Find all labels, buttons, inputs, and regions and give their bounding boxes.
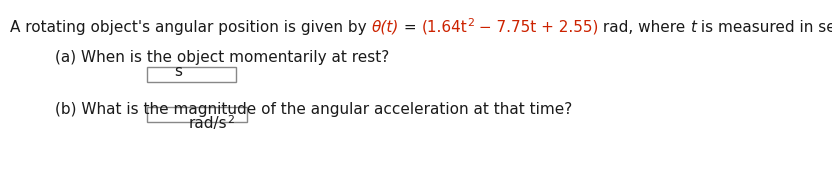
Text: 2: 2 bbox=[228, 115, 235, 125]
Text: (b) What is the magnitude of the angular acceleration at that time?: (b) What is the magnitude of the angular… bbox=[55, 102, 572, 117]
Text: s: s bbox=[174, 64, 182, 79]
Text: 2: 2 bbox=[467, 19, 474, 29]
Text: is measured in seconds.: is measured in seconds. bbox=[696, 20, 832, 35]
Text: rad/s: rad/s bbox=[189, 116, 228, 131]
Bar bbox=[146, 67, 235, 82]
Text: θ(t): θ(t) bbox=[372, 20, 399, 35]
Text: (1.64t: (1.64t bbox=[421, 20, 467, 35]
Bar bbox=[146, 107, 247, 122]
Text: (a) When is the object momentarily at rest?: (a) When is the object momentarily at re… bbox=[55, 50, 389, 65]
Text: t: t bbox=[691, 20, 696, 35]
Text: A rotating object's angular position is given by: A rotating object's angular position is … bbox=[10, 20, 372, 35]
Text: rad, where: rad, where bbox=[598, 20, 691, 35]
Text: − 7.75t + 2.55): − 7.75t + 2.55) bbox=[474, 20, 598, 35]
Text: =: = bbox=[399, 20, 421, 35]
